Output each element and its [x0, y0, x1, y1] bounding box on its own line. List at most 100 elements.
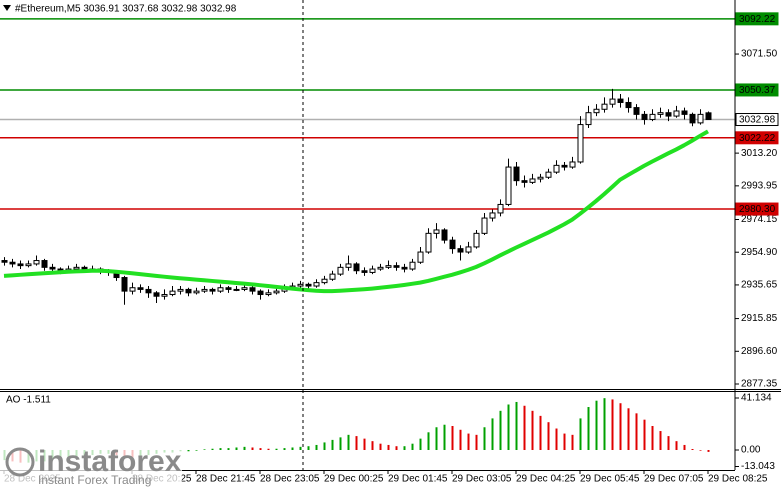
level-label: 3032.98 [739, 115, 776, 126]
x-tick-label: 29 Dec 01:45 [388, 474, 448, 485]
candle-body [625, 101, 632, 109]
menu-icon[interactable] [3, 5, 11, 11]
level-label: 3022.22 [739, 133, 776, 144]
y-tick-label: 2993.95 [741, 180, 778, 191]
candle-body [361, 270, 368, 273]
candle-body [273, 290, 280, 294]
candle-body [329, 273, 336, 280]
ao-tick-label: -13.043 [741, 461, 775, 472]
candle-body [449, 239, 456, 250]
candle-body [705, 112, 712, 121]
candle-body [561, 164, 568, 168]
y-tick-label: 2935.65 [741, 280, 778, 291]
candle-body [345, 263, 352, 268]
moving-average [3, 129, 709, 294]
level-label-box [735, 202, 779, 216]
candle-body [537, 176, 544, 180]
candle-body [633, 107, 640, 115]
candle-body [585, 112, 592, 126]
candle-body [337, 266, 344, 275]
y-tick-label: 2896.60 [741, 346, 778, 357]
candle-body [209, 288, 216, 292]
candle-body [401, 266, 408, 270]
candle-body [233, 288, 240, 291]
candle-body [217, 287, 224, 292]
candle-body [265, 292, 272, 296]
level-label-box [735, 131, 779, 145]
candle-body [153, 292, 160, 297]
y-tick-label: 3013.20 [741, 148, 778, 159]
candle-body [529, 178, 536, 183]
level-label: 3092.22 [739, 14, 776, 25]
candle-body [665, 112, 672, 117]
candle-body [369, 268, 376, 273]
y-tick-label: 3071.50 [741, 49, 778, 60]
watermark-bg [0, 442, 182, 489]
candle-body [41, 260, 48, 268]
candle-body [305, 283, 312, 287]
candle-body [609, 98, 616, 105]
candle-body [33, 260, 40, 265]
candle-body [441, 229, 448, 241]
candle-body [193, 290, 200, 294]
candle-body [161, 294, 168, 297]
candle-body [433, 229, 440, 234]
candle-body [121, 277, 128, 292]
candle-body [649, 113, 656, 120]
level-label: 2980.30 [739, 204, 776, 215]
candle-body [641, 113, 648, 120]
candle-body [393, 265, 400, 268]
candle-body [553, 164, 560, 173]
candle-body [425, 232, 432, 253]
y-tick-label: 2954.90 [741, 247, 778, 258]
candle-body [249, 287, 256, 292]
candle-body [377, 266, 384, 270]
x-tick-label: 29 Dec 00:25 [324, 474, 384, 485]
candle-body [601, 103, 608, 110]
candle-body [545, 171, 552, 178]
level-label-box [735, 83, 779, 97]
candle-body [617, 98, 624, 103]
candle-body [697, 113, 704, 124]
candle-body [353, 263, 360, 272]
candle-body [385, 265, 392, 268]
chart-title: #Ethereum,M5 3036.91 3037.68 3032.98 303… [15, 4, 237, 15]
candle-body [473, 232, 480, 248]
candle-body [257, 290, 264, 296]
candle-body [137, 287, 144, 290]
indicator-title: AO -1.511 [6, 395, 51, 406]
candle-body [465, 246, 472, 253]
watermark: instaforex Instant Forex Trading [0, 442, 182, 489]
x-tick-label: 29 Dec 07:05 [644, 474, 704, 485]
candle-body [313, 282, 320, 287]
candle-body [241, 287, 248, 290]
candle-body [569, 161, 576, 168]
candle-body [521, 180, 528, 183]
candle-body [689, 113, 696, 124]
x-tick-label: 29 Dec 05:45 [580, 474, 640, 485]
candle-body [201, 288, 208, 292]
y-tick-label: 2915.85 [741, 313, 778, 324]
candle-body [185, 288, 192, 294]
candle-body [17, 263, 24, 267]
candle-body [409, 261, 416, 270]
level-label: 3050.37 [739, 85, 776, 96]
candle-body [577, 124, 584, 163]
x-tick-label: 28 Dec 21:45 [196, 474, 256, 485]
candle-body [681, 110, 688, 115]
candle-body [49, 266, 56, 270]
x-tick-label: 29 Dec 03:05 [452, 474, 512, 485]
watermark-name: instaforex [38, 445, 182, 478]
candle-body [497, 203, 504, 214]
candle-body [73, 266, 80, 270]
candle-body [145, 288, 152, 294]
candle-body [297, 283, 304, 287]
candle-body [673, 110, 680, 117]
candle-body [457, 248, 464, 253]
candle-body [593, 108, 600, 114]
candle-body [81, 266, 88, 270]
watermark-tagline: Instant Forex Trading [38, 473, 151, 487]
ao-tick-label: 41.134 [741, 393, 772, 404]
